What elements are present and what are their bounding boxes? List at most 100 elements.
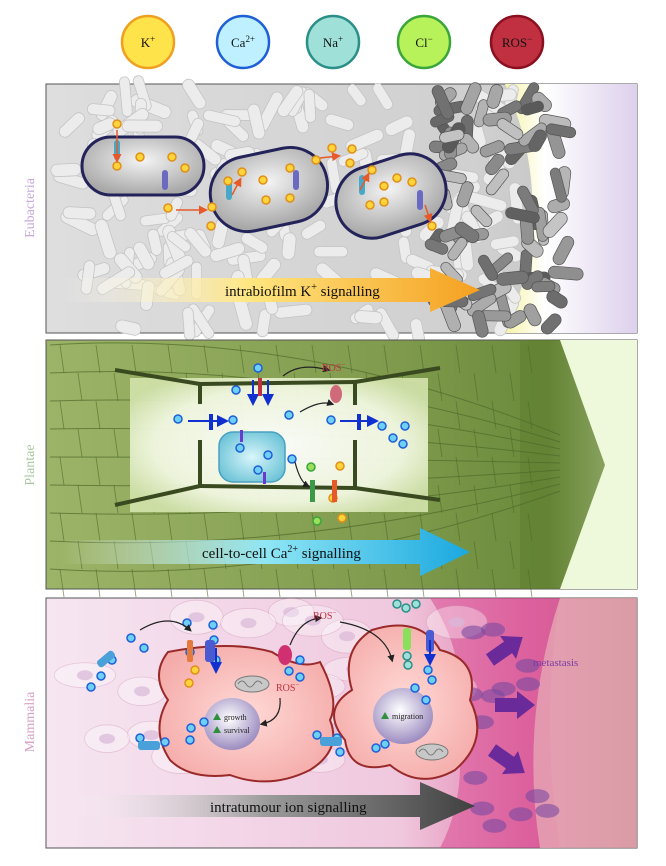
invasive-cell-nucleus (463, 770, 488, 785)
ion-charge: + (338, 34, 343, 44)
ion-charge: 2+ (245, 34, 255, 44)
potassium-ion (285, 163, 295, 173)
potassium-ion (407, 177, 417, 187)
biofilm-edge-bacterium (549, 167, 567, 203)
tissue-cell-wall (59, 400, 65, 430)
tissue-cell-wall (437, 428, 443, 458)
tissue-cell-wall (95, 400, 101, 430)
ion-legend-item: Na+ (305, 14, 361, 70)
vacuolar-channel (263, 472, 266, 484)
background-bacterium (384, 115, 414, 137)
ion-legend: K+ Ca2+ Na+ Cl− ROS− (120, 14, 545, 70)
potassium-ion (379, 181, 389, 191)
invasive-cell-nucleus (508, 807, 533, 822)
background-bacterium (372, 82, 394, 110)
invasive-cell-nucleus (525, 789, 550, 804)
plantae-panel: ROS− cell-to-cell Ca2+ signalling Planta… (23, 339, 638, 598)
tissue-cell-wall (311, 512, 317, 542)
background-bacterium (159, 254, 194, 280)
tissue-cell-wall (275, 512, 281, 542)
potassium-ion (365, 200, 375, 210)
background-bacterium (277, 85, 304, 118)
tissue-nucleus (188, 612, 205, 623)
potassium-ion (337, 513, 347, 523)
calcium-ion (371, 743, 381, 753)
tissue-cell-wall (203, 512, 209, 542)
plant-ion-transport (173, 363, 410, 526)
metastasis-arrow (485, 635, 523, 666)
sodium-ion (411, 599, 421, 609)
ion-symbol: Cl (415, 35, 428, 50)
tissue-cell-wall (275, 568, 281, 598)
background-bacterium (62, 206, 97, 220)
calcium-signalling-arrow (60, 528, 470, 576)
calcium-ion (427, 675, 437, 685)
tissue-cell-wall (473, 428, 479, 458)
mammalia-ros-label-2: ROS− (276, 681, 299, 694)
calcium-ion (284, 410, 294, 420)
ion-charge: − (428, 34, 433, 44)
biofilm-edge-bacterium (521, 100, 544, 116)
efflux-arrow (423, 204, 433, 223)
tumour-ion-transport (86, 599, 437, 757)
tissue-cell-wall (455, 568, 461, 598)
signal-curve-arrow (259, 697, 281, 727)
tissue-cell-wall (275, 344, 281, 374)
calcium-ion (410, 683, 420, 693)
tissue-row-line (49, 342, 561, 436)
biofilm-edge-bacterium (531, 280, 556, 293)
ion-legend-label: Ca2+ (231, 34, 255, 50)
biofilm-edge-bacterium (542, 211, 568, 238)
tissue-cell-wall (95, 568, 101, 598)
biofilm-edge-bacterium (523, 303, 542, 327)
background-bacterium (313, 246, 349, 258)
mitochondrion (234, 675, 270, 693)
tissue-cell-wall (311, 344, 317, 374)
potassium-ions (112, 119, 437, 231)
mammalia-kingdom-label: Mammalia (23, 691, 38, 752)
background-bacterium (115, 319, 142, 336)
background-bacterium (301, 219, 327, 240)
tissue-cell-wall (437, 372, 443, 402)
tissue-cell-wall (77, 372, 83, 402)
tissue-cell-wall (527, 568, 533, 598)
vacuolar-channel (240, 430, 243, 442)
potassium-ion (345, 158, 355, 168)
mammalia-ros-label-1: ROS− (313, 609, 336, 622)
tissue-cell-wall (419, 344, 425, 374)
metastasis-label: metastasis (533, 657, 578, 669)
calcium-ion (380, 739, 390, 749)
invasive-cell-nucleus (491, 681, 516, 696)
tissue-cell-wall (131, 512, 137, 542)
potassium-ion (184, 678, 194, 688)
signal-curve-arrow (289, 614, 323, 646)
mitochondrion (415, 743, 449, 761)
calcium-channel (205, 640, 215, 662)
calcium-signalling-label: cell-to-cell Ca2+ signalling (202, 544, 361, 562)
tissue-cell-wall (509, 428, 515, 458)
ion-charge: + (150, 34, 155, 44)
calcium-ion (287, 454, 297, 464)
potassium-channel (417, 190, 423, 210)
background-bacterium (119, 76, 133, 117)
tissue-cell-wall (95, 344, 101, 374)
signal-curve-arrow (294, 461, 311, 488)
ion-legend-label: K+ (141, 34, 155, 50)
tissue-nucleus (143, 730, 160, 741)
invasive-cell-nucleus (516, 677, 541, 692)
background-bacterium (240, 232, 269, 254)
chloride-channel (310, 480, 315, 502)
migration-label: migration (392, 712, 423, 721)
calcium-ion (186, 723, 196, 733)
potassium-channel (293, 170, 299, 190)
tissue-cell-wall (113, 484, 119, 514)
potassium-ion (135, 152, 145, 162)
potassium-ion (207, 202, 217, 212)
background-bacterium (94, 218, 117, 260)
ion-symbol: K (141, 35, 151, 50)
tissue-cell-wall (239, 344, 245, 374)
ion-charge: − (527, 34, 532, 44)
tissue-cell-wall (455, 512, 461, 542)
tissue-nucleus (240, 618, 257, 629)
tissue-cell-wall (473, 372, 479, 402)
